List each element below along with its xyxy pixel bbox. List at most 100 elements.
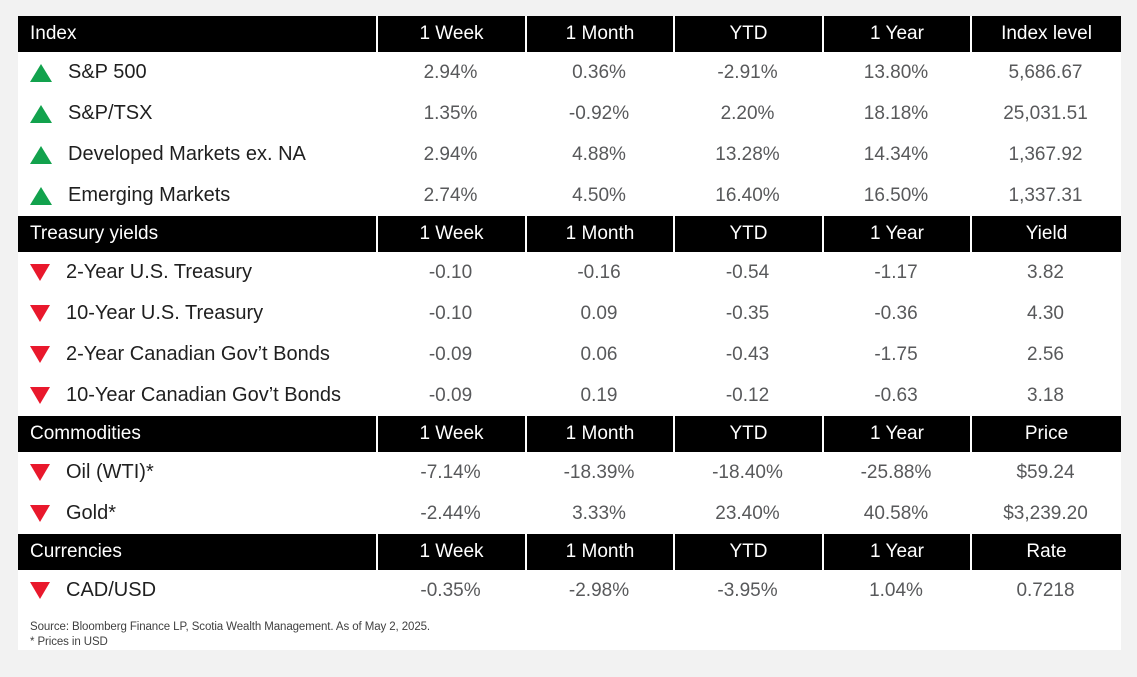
value-cell: 2.94%	[423, 61, 478, 83]
value-cell: -0.12	[725, 384, 770, 406]
down-triangle-icon	[30, 264, 50, 281]
section-title-index: Index	[30, 23, 77, 44]
value-cell: 13.80%	[863, 61, 929, 83]
row-sptsx: S&P/TSX 1.35% -0.92% 2.20% 18.18% 25,031…	[18, 93, 1121, 134]
row-label: S&P 500	[68, 61, 147, 83]
row-2y-canadian-bonds: 2-Year Canadian Gov’t Bonds -0.09 0.06 -…	[18, 334, 1121, 375]
value-cell: 5,686.67	[1008, 61, 1083, 83]
value-cell: 1,337.31	[1008, 184, 1083, 206]
row-label: 10-Year U.S. Treasury	[66, 302, 264, 324]
column-header-1week: 1 Week	[376, 416, 525, 452]
value-cell: 40.58%	[863, 502, 929, 524]
value-cell: 1.35%	[423, 102, 478, 124]
value-cell: -2.98%	[568, 579, 630, 601]
value-cell: -18.40%	[712, 461, 783, 483]
row-label: Gold*	[66, 502, 117, 524]
market-performance-table: Index 1 Week 1 Month YTD 1 Year Index le…	[18, 16, 1121, 650]
row-sp500: S&P 500 2.94% 0.36% -2.91% 13.80% 5,686.…	[18, 52, 1121, 93]
value-cell: 13.28%	[715, 143, 780, 165]
value-cell: 23.40%	[715, 502, 780, 524]
value-cell: -3.95%	[717, 579, 778, 601]
column-header-yield: Yield	[970, 216, 1121, 252]
row-label-cell: 2-Year Canadian Gov’t Bonds	[18, 334, 376, 375]
column-header-1year: 1 Year	[822, 216, 970, 252]
value-cell: 2.56	[1027, 343, 1064, 365]
column-header-1month: 1 Month	[525, 216, 673, 252]
value-cell: 4.50%	[572, 184, 626, 206]
column-header-ytd: YTD	[673, 16, 822, 52]
column-header-1year: 1 Year	[822, 534, 970, 570]
value-cell: $3,239.20	[1003, 502, 1088, 524]
value-cell: -0.54	[725, 261, 770, 283]
value-cell: -0.10	[428, 261, 473, 283]
value-cell: -0.35	[725, 302, 770, 324]
value-cell: -0.36	[874, 302, 918, 324]
section-title-commodities: Commodities	[30, 423, 141, 444]
row-label-cell: Gold*	[18, 493, 376, 534]
up-triangle-icon	[30, 104, 52, 123]
column-header-1week: 1 Week	[376, 216, 525, 252]
value-cell: 16.40%	[715, 184, 780, 206]
row-gold: Gold* -2.44% 3.33% 23.40% 40.58% $3,239.…	[18, 493, 1121, 534]
footnote: Source: Bloomberg Finance LP, Scotia Wea…	[18, 611, 1121, 650]
down-triangle-icon	[30, 305, 50, 322]
section-title-currencies: Currencies	[30, 541, 122, 562]
column-header-1month: 1 Month	[525, 16, 673, 52]
value-cell: -2.91%	[717, 61, 778, 83]
down-triangle-icon	[30, 505, 50, 522]
row-emerging-markets: Emerging Markets 2.74% 4.50% 16.40% 16.5…	[18, 175, 1121, 216]
row-developed-markets: Developed Markets ex. NA 2.94% 4.88% 13.…	[18, 134, 1121, 175]
value-cell: 0.06	[580, 343, 618, 365]
section-header-commodities: Commodities 1 Week 1 Month YTD 1 Year Pr…	[18, 416, 1121, 452]
row-label-cell: 2-Year U.S. Treasury	[18, 252, 376, 293]
row-label-cell: 10-Year Canadian Gov’t Bonds	[18, 375, 376, 416]
value-cell: -0.09	[428, 384, 473, 406]
column-header-1week: 1 Week	[376, 534, 525, 570]
value-cell: -0.10	[428, 302, 473, 324]
row-label-cell: Emerging Markets	[18, 175, 376, 216]
value-cell: 1.04%	[869, 579, 923, 601]
value-cell: 2.20%	[720, 102, 775, 124]
row-label: 2-Year U.S. Treasury	[66, 261, 253, 283]
row-label-cell: CAD/USD	[18, 570, 376, 611]
up-triangle-icon	[30, 145, 52, 164]
value-cell: 0.19	[580, 384, 618, 406]
section-header-treasury-yields: Treasury yields 1 Week 1 Month YTD 1 Yea…	[18, 216, 1121, 252]
column-header-1month: 1 Month	[525, 416, 673, 452]
value-cell: -0.09	[428, 343, 473, 365]
value-cell: 18.18%	[863, 102, 929, 124]
value-cell: -0.63	[874, 384, 918, 406]
row-cadusd: CAD/USD -0.35% -2.98% -3.95% 1.04% 0.721…	[18, 570, 1121, 611]
row-label: Emerging Markets	[68, 184, 231, 206]
down-triangle-icon	[30, 582, 50, 599]
column-header-1week: 1 Week	[376, 16, 525, 52]
value-cell: 3.33%	[572, 502, 626, 524]
column-header-1year: 1 Year	[822, 16, 970, 52]
section-title-treasury-yields: Treasury yields	[30, 223, 159, 244]
value-cell: -1.17	[874, 261, 918, 283]
column-header-ytd: YTD	[673, 216, 822, 252]
value-cell: 3.82	[1027, 261, 1064, 283]
column-header-price: Price	[970, 416, 1121, 452]
value-cell: 2.94%	[423, 143, 478, 165]
value-cell: -18.39%	[563, 461, 635, 483]
row-label-cell: S&P/TSX	[18, 93, 376, 134]
row-oil-wti: Oil (WTI)* -7.14% -18.39% -18.40% -25.88…	[18, 452, 1121, 493]
column-header-index-level: Index level	[970, 16, 1121, 52]
row-label: CAD/USD	[66, 579, 157, 601]
down-triangle-icon	[30, 464, 50, 481]
column-header-rate: Rate	[970, 534, 1121, 570]
down-triangle-icon	[30, 346, 50, 363]
value-cell: -25.88%	[860, 461, 932, 483]
row-label: 2-Year Canadian Gov’t Bonds	[66, 343, 330, 365]
value-cell: -2.44%	[420, 502, 481, 524]
value-cell: 0.09	[580, 302, 618, 324]
row-label-cell: 10-Year U.S. Treasury	[18, 293, 376, 334]
up-triangle-icon	[30, 186, 52, 205]
value-cell: 2.74%	[423, 184, 478, 206]
value-cell: 14.34%	[863, 143, 929, 165]
value-cell: -0.35%	[420, 579, 481, 601]
value-cell: 0.7218	[1016, 579, 1075, 601]
section-header-currencies: Currencies 1 Week 1 Month YTD 1 Year Rat…	[18, 534, 1121, 570]
source-text: Source: Bloomberg Finance LP, Scotia Wea…	[30, 621, 431, 633]
